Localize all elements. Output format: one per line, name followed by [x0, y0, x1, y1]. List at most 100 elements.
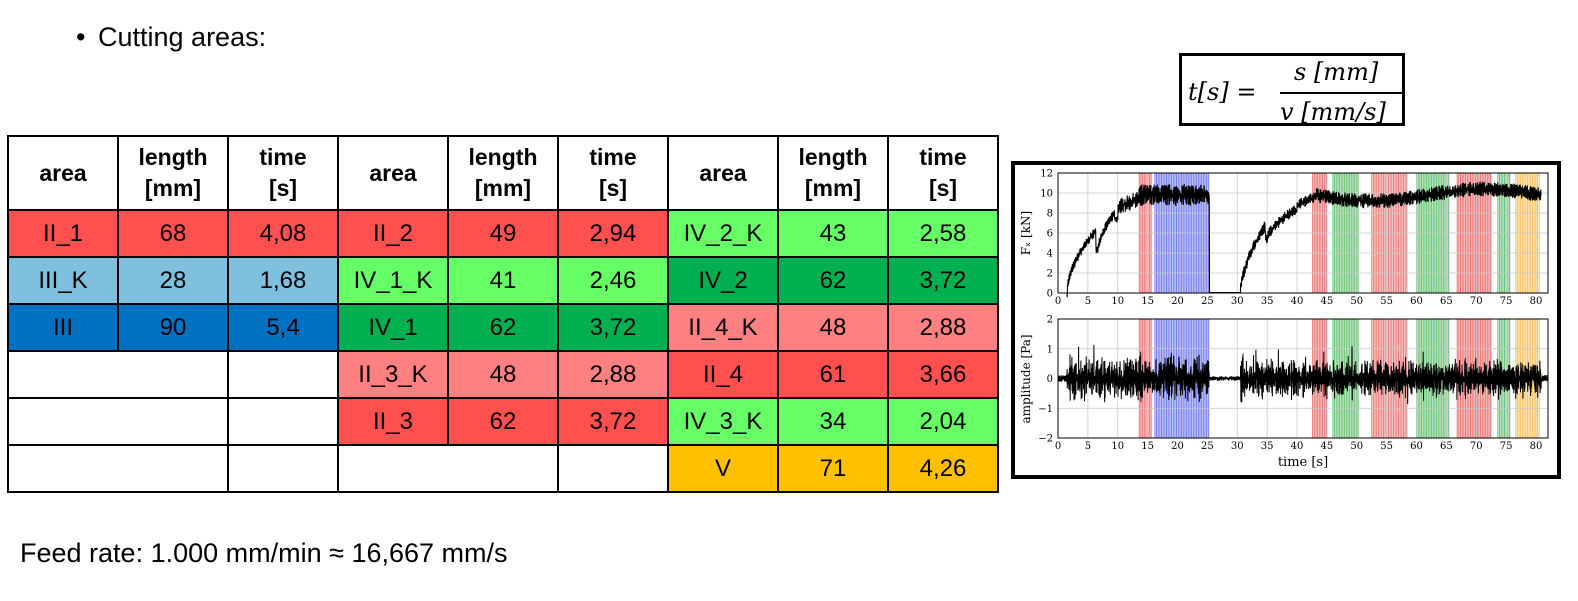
table-cell: II_4	[667, 350, 779, 399]
header-cell: area	[7, 135, 119, 211]
x-tick-label: 35	[1261, 296, 1274, 307]
table-cell	[227, 444, 339, 493]
table-cell: II_4_K	[667, 303, 779, 352]
x-tick-label: 40	[1291, 296, 1304, 307]
table-cell: IV_3_K	[667, 397, 779, 446]
header-cell: time [s]	[557, 135, 669, 211]
table-cell: 2,04	[887, 397, 999, 446]
x-tick-label: 35	[1261, 441, 1274, 452]
x-tick-label: 30	[1231, 441, 1244, 452]
x-tick-label: 75	[1500, 441, 1513, 452]
plots-svg: 0 5 10 15 20 25 30 35 40 45 50 55 60 65 70 75 8002468101…	[1019, 169, 1549, 470]
table-cell: 41	[447, 256, 559, 305]
y-tick-label: 2	[1047, 269, 1053, 280]
y-tick-label: 10	[1040, 189, 1053, 200]
x-tick-label: 65	[1440, 296, 1453, 307]
x-tick-label: 5	[1085, 441, 1091, 452]
x-tick-label: 25	[1201, 441, 1214, 452]
table-cell: 1,68	[227, 256, 339, 305]
y-tick-label: 0	[1047, 289, 1053, 300]
formula-lhs: t[s] =	[1188, 78, 1257, 106]
cutting-areas-table: area length [mm] time [s] area length [mm] time[…	[7, 135, 999, 493]
table-row: III_K 28 1,68 IV_1_K 41 2,46 IV_2 62 3,72	[7, 256, 999, 305]
x-tick-label: 30	[1231, 296, 1244, 307]
table-cell: III	[7, 303, 119, 352]
axes-frame	[1057, 318, 1549, 439]
table-cell	[337, 444, 559, 493]
formula-denominator: v [mm/s]	[1280, 98, 1386, 126]
table-cell	[227, 350, 339, 399]
table-cell: 62	[447, 397, 559, 446]
fraction-bar	[1280, 92, 1404, 94]
x-tick-label: 70	[1470, 441, 1483, 452]
table-row: II_1 68 4,08 II_2 49 2,94 IV_2_K 43 2,58	[7, 209, 999, 258]
table-cell: 49	[447, 209, 559, 258]
bullet-title: • Cutting areas:	[76, 22, 266, 53]
x-tick-label: 40	[1291, 441, 1304, 452]
table-cell: 3,72	[557, 303, 669, 352]
x-tick-label: 70	[1470, 296, 1483, 307]
table-cell: IV_1	[337, 303, 449, 352]
table-cell: IV_1_K	[337, 256, 449, 305]
table-cell: 62	[777, 256, 889, 305]
header-cell: time [s]	[227, 135, 339, 211]
x-tick-label: 25	[1201, 296, 1214, 307]
x-axis-label: time [s]	[1278, 455, 1328, 470]
table-cell: V	[667, 444, 779, 493]
table-row: V 71 4,26	[7, 444, 999, 493]
x-tick-label: 60	[1410, 296, 1423, 307]
table-cell	[557, 444, 669, 493]
table-row: II_3 62 3,72 IV_3_K 34 2,04	[7, 397, 999, 446]
x-tick-label: 65	[1440, 441, 1453, 452]
table-cell: 90	[117, 303, 229, 352]
formula-numerator: s [mm]	[1294, 58, 1379, 86]
force-signal	[1058, 181, 1542, 298]
table-cell: 48	[447, 350, 559, 399]
table-cell: 4,26	[887, 444, 999, 493]
header-cell: length [mm]	[777, 135, 889, 211]
table-cell	[7, 397, 229, 446]
table-cell: 2,88	[887, 303, 999, 352]
table-cell: 5,4	[227, 303, 339, 352]
header-cell: time [s]	[887, 135, 999, 211]
bullet-title-text: Cutting areas:	[98, 22, 267, 52]
bottom-y-axis-label: amplitude [Pa]	[1019, 334, 1033, 423]
header-cell: length [mm]	[117, 135, 229, 211]
table-cell: 4,08	[227, 209, 339, 258]
x-tick-label: 55	[1380, 296, 1393, 307]
y-tick-label: 4	[1047, 249, 1053, 260]
table-cell: 3,66	[887, 350, 999, 399]
y-tick-label: −1	[1038, 404, 1053, 415]
table-cell: 3,72	[887, 256, 999, 305]
table-cell: 48	[777, 303, 889, 352]
table-cell: 68	[117, 209, 229, 258]
x-tick-label: 15	[1141, 441, 1154, 452]
table-row: III 90 5,4 IV_1 62 3,72 II_4_K 48 2,88	[7, 303, 999, 352]
x-tick-label: 10	[1111, 296, 1124, 307]
time-formula: t[s] = s [mm] v [mm/s]	[1179, 53, 1405, 126]
x-tick-label: 15	[1141, 296, 1154, 307]
table-cell: IV_2_K	[667, 209, 779, 258]
top-y-axis-label: Fₓ [kN]	[1019, 211, 1033, 255]
x-tick-label: 50	[1350, 296, 1363, 307]
x-tick-label: 20	[1171, 441, 1184, 452]
table-cell: 43	[777, 209, 889, 258]
table-cell	[7, 444, 229, 493]
measurement-plots: 0 5 10 15 20 25 30 35 40 45 50 55 60 65 70 75 80 0 2 4 6 8 10 1…	[1011, 161, 1561, 479]
table-cell: 62	[447, 303, 559, 352]
header-cell: area	[337, 135, 449, 211]
table-cell: IV_2	[667, 256, 779, 305]
table-cell: 71	[777, 444, 889, 493]
x-tick-label: 80	[1530, 296, 1543, 307]
table-cell	[227, 397, 339, 446]
table-header-row: area length [mm] time [s] area length [mm] time[…	[7, 135, 999, 211]
table-cell: II_1	[7, 209, 119, 258]
y-tick-label: 8	[1047, 209, 1053, 220]
header-cell: area	[667, 135, 779, 211]
x-tick-label: 5	[1085, 296, 1091, 307]
y-tick-label: −2	[1038, 434, 1053, 445]
table-cell	[7, 350, 229, 399]
y-tick-label: 1	[1047, 344, 1053, 355]
feed-rate: Feed rate: 1.000 mm/min ≈ 16,667 mm/s	[20, 538, 508, 568]
table-cell: 2,46	[557, 256, 669, 305]
